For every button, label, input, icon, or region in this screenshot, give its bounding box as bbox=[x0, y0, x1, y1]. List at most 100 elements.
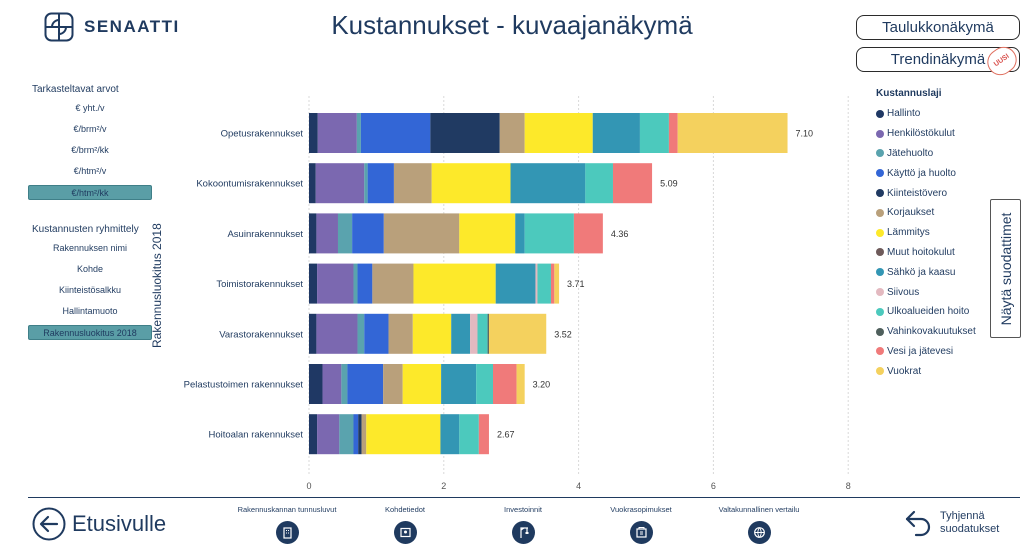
bar-segment bbox=[639, 113, 669, 153]
bar-segment bbox=[495, 263, 536, 304]
legend-item[interactable]: Siivous bbox=[876, 282, 986, 302]
bar-segment bbox=[476, 364, 494, 404]
bar-segment bbox=[388, 313, 413, 354]
bar-segment bbox=[585, 163, 613, 204]
legend-item[interactable]: Kiinteistövero bbox=[876, 183, 986, 203]
legend-item[interactable]: Jätehuolto bbox=[876, 144, 986, 164]
bar-segment bbox=[393, 163, 432, 204]
bar-segment bbox=[309, 163, 316, 204]
legend-item[interactable]: Muut hoitokulut bbox=[876, 243, 986, 263]
legend-title: Kustannuslaji bbox=[876, 88, 942, 99]
document-building-icon bbox=[629, 521, 653, 544]
bar-segment bbox=[524, 113, 593, 153]
legend-swatch bbox=[876, 169, 884, 178]
bar-segment bbox=[510, 163, 586, 204]
legend-item[interactable]: Käyttö ja huolto bbox=[876, 163, 986, 183]
legend-swatch bbox=[876, 347, 884, 356]
value-option-eur-brm2-month[interactable]: €/brm²/kk bbox=[71, 145, 109, 155]
bar-segment bbox=[341, 364, 348, 404]
legend-swatch bbox=[876, 149, 884, 158]
grouping-option-building-name[interactable]: Rakennuksen nimi bbox=[52, 243, 128, 253]
legend-item[interactable]: Korjaukset bbox=[876, 203, 986, 223]
show-filters-button[interactable]: Näytä suodattimet bbox=[990, 199, 1021, 338]
value-option-eur-brm2-year[interactable]: €/brm²/v bbox=[73, 124, 107, 134]
legend-swatch bbox=[876, 208, 884, 217]
bar-segment bbox=[412, 313, 452, 354]
left-panel: Tarkasteltavat arvot € yht./v €/brm²/v €… bbox=[28, 84, 152, 340]
back-to-home-button[interactable]: Etusivulle bbox=[32, 507, 166, 541]
grouping-option-portfolio[interactable]: Kiinteistösalkku bbox=[58, 285, 122, 295]
value-option-eur-htm2-year[interactable]: €/htm²/v bbox=[73, 166, 107, 176]
bar-segment bbox=[470, 313, 478, 354]
legend-item[interactable]: Vahinkovakuutukset bbox=[876, 322, 986, 342]
legend-label: Vesi ja jätevesi bbox=[887, 345, 954, 357]
back-label: Etusivulle bbox=[72, 511, 167, 536]
legend-label: Lämmitys bbox=[887, 227, 930, 239]
nav-building-stock-figures[interactable]: Rakennuskannan tunnusluvut bbox=[232, 505, 342, 544]
undo-arrow-icon bbox=[905, 510, 931, 537]
nav-label: Rakennuskannan tunnusluvut bbox=[237, 505, 337, 514]
bar-segment bbox=[337, 213, 353, 254]
bar-segment bbox=[535, 263, 538, 304]
legend-swatch bbox=[876, 288, 884, 297]
bar-segment bbox=[322, 364, 342, 404]
legend-label: Vuokrat bbox=[887, 365, 922, 377]
category-label: Kokoontumisrakennukset bbox=[196, 179, 303, 190]
clear-label-line2: suodatukset bbox=[940, 523, 1000, 535]
bar-segment bbox=[357, 263, 373, 304]
category-label: Varastorakennukset bbox=[219, 329, 303, 340]
legend-label: Ulkoalueiden hoito bbox=[887, 306, 970, 318]
bar-segment bbox=[353, 263, 358, 304]
legend-swatch bbox=[876, 129, 884, 138]
bar-segment bbox=[537, 263, 551, 304]
category-label: Toimistorakennukset bbox=[216, 279, 303, 290]
legend-label: Muut hoitokulut bbox=[887, 246, 955, 258]
legend-swatch bbox=[876, 367, 884, 376]
grouping-option-target[interactable]: Kohde bbox=[76, 264, 104, 274]
grouping-option-management[interactable]: Hallintamuoto bbox=[62, 306, 118, 316]
legend-label: Korjaukset bbox=[887, 207, 935, 219]
value-option-eur-htm2-month[interactable]: €/htm²/kk bbox=[28, 185, 152, 200]
bar-segment bbox=[317, 113, 357, 153]
legend-item[interactable]: Vesi ja jätevesi bbox=[876, 342, 986, 362]
senaatti-logo-icon bbox=[44, 12, 74, 42]
bar-segment bbox=[309, 414, 318, 455]
bar-segment bbox=[592, 113, 640, 153]
nav-property-info[interactable]: Kohdetiedot bbox=[350, 505, 460, 544]
legend-label: Siivous bbox=[887, 286, 920, 298]
bar-segment bbox=[550, 263, 555, 304]
legend-swatch bbox=[876, 189, 884, 198]
total-label: 7.10 bbox=[796, 129, 814, 139]
bar-segment bbox=[316, 213, 338, 254]
nav-investments[interactable]: Investoinnit bbox=[468, 505, 578, 544]
total-label: 3.52 bbox=[554, 329, 572, 339]
legend-item[interactable]: Ulkoalueiden hoito bbox=[876, 302, 986, 322]
bar-segment bbox=[516, 364, 525, 404]
stacked-bar-chart: 0 2 4 6 8 Opetusrakennukset 7.10 Kokoontumisrak… bbox=[184, 96, 851, 491]
bar-segment bbox=[383, 364, 403, 404]
legend-item[interactable]: Henkilöstökulut bbox=[876, 124, 986, 144]
building-icon bbox=[275, 521, 299, 544]
nav-lease-agreements[interactable]: Vuokrasopimukset bbox=[586, 505, 696, 544]
bar-segment bbox=[451, 313, 471, 354]
category-label: Opetusrakennukset bbox=[221, 129, 304, 140]
bar-segment bbox=[430, 113, 500, 153]
bar-segment bbox=[316, 313, 358, 354]
value-option-eur-year[interactable]: € yht./v bbox=[75, 103, 105, 113]
nav-label: Investoinnit bbox=[504, 505, 542, 514]
globe-icon bbox=[747, 521, 771, 544]
clear-label-line1: Tyhjennä bbox=[940, 510, 985, 522]
clear-filters-button[interactable]: Tyhjennä suodatukset bbox=[904, 509, 1010, 537]
nav-national-comparison[interactable]: Valtakunnallinen vertailu bbox=[704, 505, 814, 544]
legend-item[interactable]: Vuokrat bbox=[876, 361, 986, 381]
table-view-button[interactable]: Taulukkonäkymä bbox=[856, 15, 1020, 40]
x-tick-label: 2 bbox=[441, 481, 446, 491]
legend-item[interactable]: Sähkö ja kaasu bbox=[876, 262, 986, 282]
grouping-option-building-class[interactable]: Rakennusluokitus 2018 bbox=[28, 325, 152, 340]
bar-segment bbox=[367, 163, 394, 204]
total-label: 3.71 bbox=[567, 279, 585, 289]
legend-item[interactable]: Lämmitys bbox=[876, 223, 986, 243]
legend-item[interactable]: Hallinto bbox=[876, 104, 986, 124]
bar-segment bbox=[358, 414, 362, 455]
bar-segment bbox=[487, 313, 489, 354]
